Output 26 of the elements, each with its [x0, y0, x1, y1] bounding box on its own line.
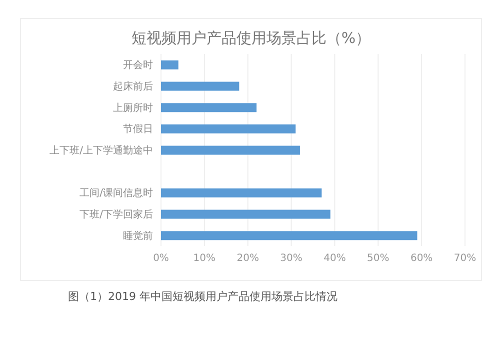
- chart-title: 短视频用户产品使用场景占比（%）: [130, 29, 372, 48]
- bar: [161, 103, 257, 112]
- bar: [161, 124, 296, 134]
- x-tick-label: 0%: [153, 253, 169, 264]
- y-tick-label: 起床前后: [113, 80, 153, 93]
- x-tick-label: 30%: [280, 253, 302, 264]
- bar: [161, 82, 240, 91]
- y-tick-label: 工间/课间信息时: [80, 187, 153, 200]
- bar: [161, 231, 418, 240]
- y-tick-label: 节假日: [123, 123, 153, 136]
- text: 图（1）2019 年中国短视频用户产品使用场景占比情况: [68, 289, 338, 304]
- bar: [161, 146, 300, 155]
- x-tick-label: 70%: [454, 253, 476, 264]
- x-tick-label: 20%: [236, 253, 259, 264]
- x-tick-label: 60%: [410, 253, 433, 264]
- x-tick-label: 50%: [367, 253, 390, 264]
- x-tick-label: 10%: [193, 253, 216, 264]
- bar: [161, 60, 178, 70]
- bar: [161, 188, 322, 198]
- y-tick-label: 上下班/上下学通勤途中: [50, 144, 153, 157]
- y-tick-label: 睡觉前: [123, 230, 153, 242]
- y-tick-label: 上厕所时: [113, 102, 153, 114]
- y-tick-label: 下班/下学回家后: [80, 208, 153, 221]
- bar: [161, 210, 330, 219]
- y-tick-label: 开会时: [123, 59, 153, 72]
- x-tick-label: 40%: [324, 253, 346, 264]
